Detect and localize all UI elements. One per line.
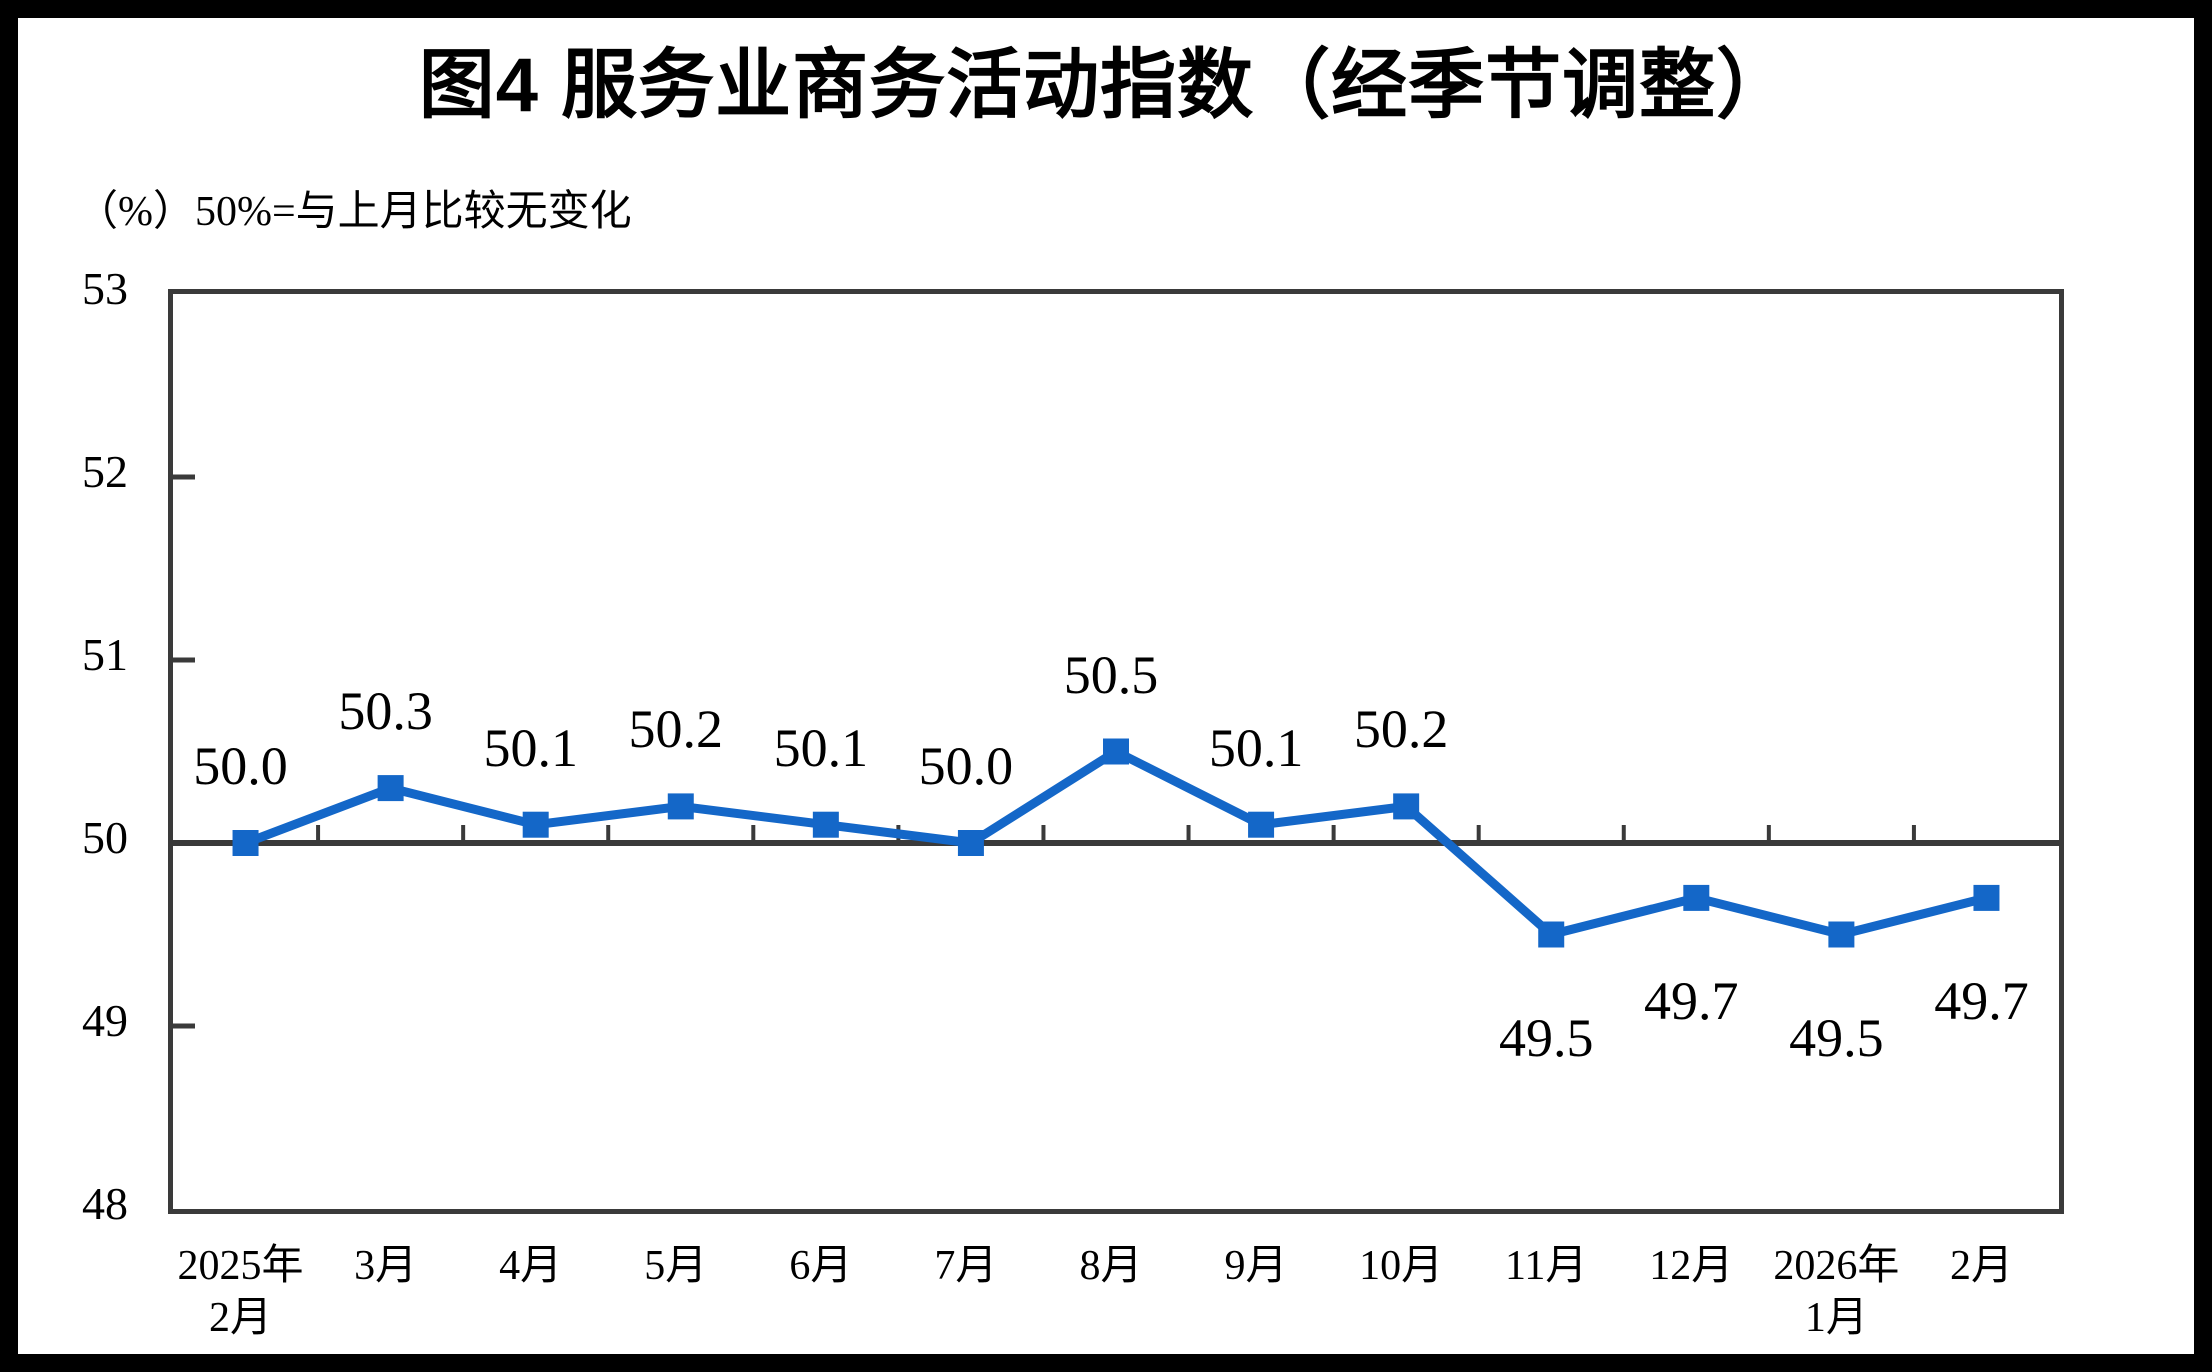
data-point-marker <box>1393 793 1420 820</box>
data-label: 49.5 <box>1498 1007 1594 1068</box>
data-point-marker <box>1103 738 1129 765</box>
x-axis-label: 2月 <box>1871 1240 2091 1292</box>
axis-unit-note: （%）50%=与上月比较无变化 <box>76 189 632 235</box>
data-label: 50.2 <box>1353 699 1449 760</box>
x-axis-label: 2025年 2月 <box>131 1240 351 1344</box>
x-axis-label-line: 8月 <box>1079 1243 1143 1289</box>
data-point-marker <box>812 811 839 838</box>
data-point-marker <box>1973 884 2000 911</box>
x-axis-label-line: 5月 <box>644 1243 708 1289</box>
x-axis-label-line: 2026年 <box>1773 1243 1900 1289</box>
x-axis-label-line: 2月 <box>1949 1243 2013 1289</box>
data-point-marker <box>1828 921 1855 948</box>
data-label: 50.0 <box>193 736 288 796</box>
plot-area <box>168 289 2064 1214</box>
data-label: 50.1 <box>773 717 869 778</box>
x-axis-label: 11月 <box>1436 1240 1656 1292</box>
data-point-marker <box>377 775 404 802</box>
data-label: 50.5 <box>1063 644 1159 705</box>
data-label: 50.2 <box>628 699 724 760</box>
data-point-marker <box>667 793 694 820</box>
x-axis-label-line: 3月 <box>354 1243 418 1289</box>
x-axis-label-line: 7月 <box>934 1243 998 1289</box>
y-axis-label: 48 <box>82 1178 128 1229</box>
y-axis-label: 50 <box>82 812 128 863</box>
data-point-marker <box>232 830 259 856</box>
x-axis-label-line: 1月 <box>1804 1295 1868 1341</box>
x-axis-label-line: 9月 <box>1224 1243 1288 1289</box>
y-axis-label: 49 <box>82 995 128 1046</box>
x-axis-label-line: 11月 <box>1504 1243 1588 1289</box>
x-axis-label-line: 2025年 <box>177 1243 304 1289</box>
x-axis-label: 7月 <box>856 1240 1076 1292</box>
x-axis-label: 2026年 1月 <box>1726 1240 1946 1344</box>
data-label: 50.3 <box>338 681 433 742</box>
x-axis-label: 6月 <box>711 1240 931 1292</box>
x-axis-label: 10月 <box>1291 1240 1511 1292</box>
data-point-marker <box>1538 921 1565 948</box>
x-axis-label-line: 10月 <box>1359 1243 1444 1289</box>
data-point-marker <box>1248 811 1275 838</box>
data-label: 49.7 <box>1644 970 1739 1031</box>
data-label: 50.1 <box>1208 717 1304 778</box>
x-axis-label: 12月 <box>1581 1240 1801 1292</box>
data-point-marker <box>522 811 549 838</box>
data-label: 49.5 <box>1789 1007 1884 1068</box>
x-axis-label: 8月 <box>1001 1240 1221 1292</box>
y-axis-label: 53 <box>82 263 128 314</box>
chart-svg <box>173 474 2059 1029</box>
x-axis-label: 3月 <box>276 1240 496 1292</box>
x-axis-label-line: 12月 <box>1649 1243 1734 1289</box>
x-axis-label-line: 4月 <box>499 1243 563 1289</box>
x-axis-label: 4月 <box>421 1240 641 1292</box>
x-axis-label-line: 2月 <box>209 1295 273 1341</box>
x-axis-label: 5月 <box>566 1240 786 1292</box>
data-label: 50.0 <box>918 736 1014 796</box>
x-axis-label: 9月 <box>1146 1240 1366 1292</box>
x-axis-label-line: 6月 <box>789 1243 853 1289</box>
data-label: 50.1 <box>483 717 578 778</box>
y-axis-label: 51 <box>82 629 128 680</box>
chart-title: 图4 服务业商务活动指数（经季节调整） <box>418 43 1794 128</box>
data-point-marker <box>1683 884 1710 911</box>
data-label: 49.7 <box>1934 970 2029 1031</box>
data-point-marker <box>957 830 984 856</box>
y-axis-label: 52 <box>82 446 128 497</box>
